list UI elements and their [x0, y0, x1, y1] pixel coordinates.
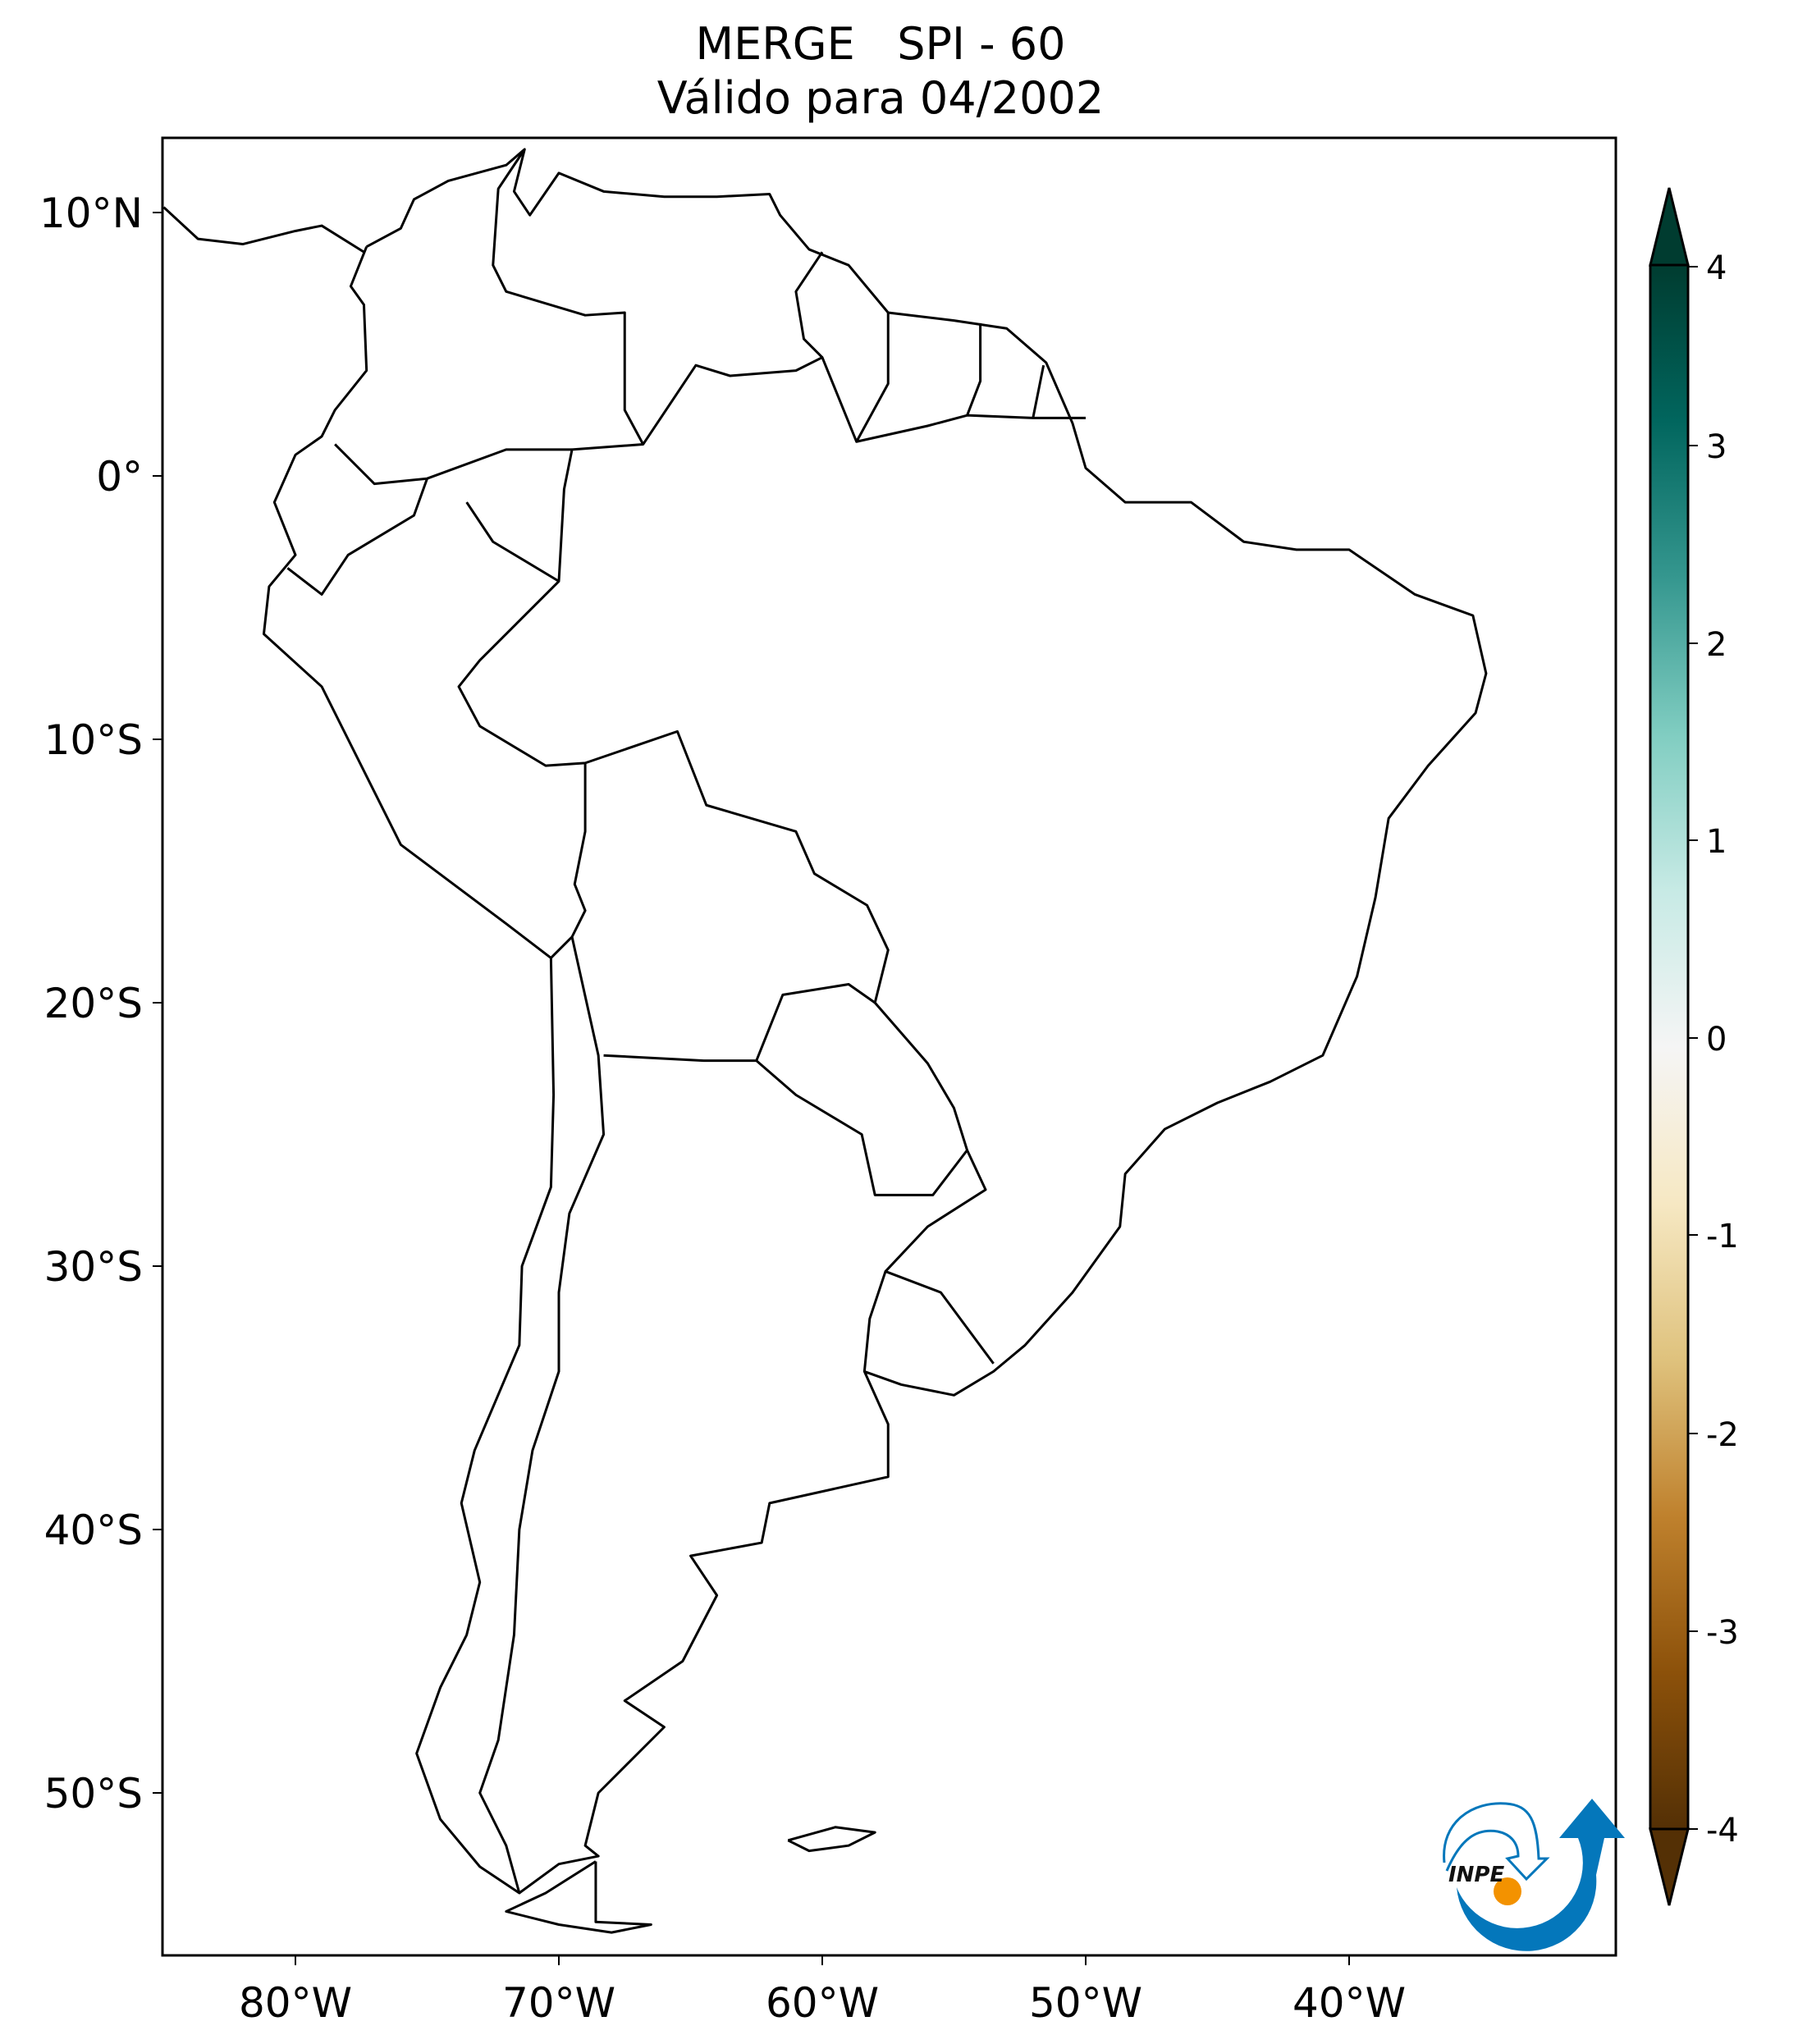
map-title: MERGE SPI - 60	[695, 18, 1066, 70]
x-tick-label: 70°W	[502, 1979, 615, 2027]
y-tick-label: 40°S	[44, 1507, 143, 1554]
border-line	[162, 206, 365, 254]
y-tick-label: 0°	[96, 453, 143, 501]
logo-text: INPE	[1448, 1863, 1504, 1887]
coastlines-and-borders	[162, 148, 1488, 1934]
y-tick-label: 30°S	[44, 1243, 143, 1291]
colorbar-tick-label: 2	[1706, 626, 1727, 664]
border-line	[794, 251, 824, 359]
border-line	[966, 322, 982, 416]
colorbar-tick-label: -2	[1706, 1416, 1739, 1454]
border-line	[457, 356, 1086, 1365]
colorbar-tick-label: -3	[1706, 1614, 1739, 1652]
border-line	[603, 1054, 968, 1196]
border-line	[862, 1270, 887, 1372]
y-tick-label: 20°S	[44, 980, 143, 1027]
border-line	[286, 478, 428, 596]
border-line	[1032, 364, 1045, 418]
border-line	[550, 762, 587, 959]
colorbar-tick-label: 3	[1706, 428, 1727, 466]
colorbar-tick-label: -1	[1706, 1218, 1739, 1255]
logo-arrow-icon	[1457, 1799, 1625, 1951]
colorbar-tick-label: -4	[1706, 1812, 1739, 1850]
colorbar-tick-label: 0	[1706, 1021, 1727, 1059]
y-axis: 10°N 0° 10°S 20°S 30°S 40°S 50°S	[39, 190, 162, 1818]
border-line	[855, 312, 890, 442]
map-frame	[161, 136, 1617, 1957]
y-tick-label: 10°S	[44, 716, 143, 764]
colorbar-tick-label: 4	[1706, 249, 1727, 287]
border-line	[492, 149, 645, 446]
colorbar-extend-max	[1649, 187, 1690, 267]
border-line	[334, 443, 573, 486]
colorbar: 4 3 2 1 0 -1 -2 -3 -4	[1649, 187, 1739, 1906]
x-tick-label: 60°W	[766, 1979, 879, 2027]
y-tick-label: 10°N	[39, 190, 143, 237]
border-line	[505, 1860, 652, 1934]
logo-sun-icon	[1494, 1877, 1521, 1905]
colorbar-extend-min	[1649, 1827, 1690, 1906]
coastline	[262, 148, 1488, 1895]
x-tick-label: 80°W	[239, 1979, 352, 2027]
border-line	[478, 936, 606, 1894]
border-line	[787, 1826, 876, 1853]
y-tick-label: 50°S	[44, 1770, 143, 1818]
inpe-logo: INPE	[1443, 1799, 1625, 1951]
border-line	[465, 501, 560, 583]
border-line	[755, 983, 876, 1062]
map-subtitle: Válido para 04/2002	[657, 72, 1105, 124]
x-axis: 80°W 70°W 60°W 50°W 40°W	[239, 1955, 1406, 2027]
x-tick-label: 50°W	[1029, 1979, 1142, 2027]
colorbar-bar	[1649, 263, 1690, 1831]
x-tick-label: 40°W	[1292, 1979, 1406, 2027]
colorbar-tick-label: 1	[1706, 823, 1727, 861]
